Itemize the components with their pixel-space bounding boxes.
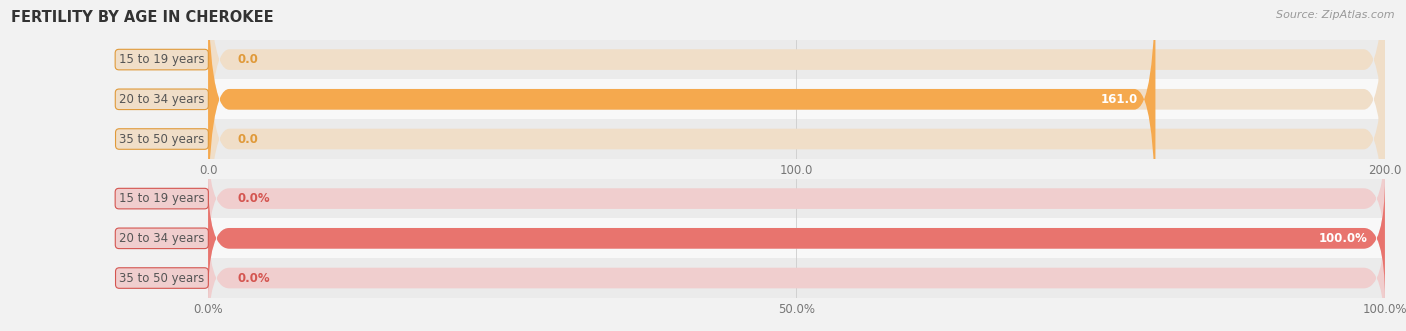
FancyBboxPatch shape [208, 217, 1385, 331]
Text: 15 to 19 years: 15 to 19 years [120, 192, 204, 205]
Bar [208, 79, 1385, 119]
Text: 35 to 50 years: 35 to 50 years [120, 271, 204, 285]
FancyBboxPatch shape [208, 0, 1385, 192]
FancyBboxPatch shape [208, 0, 1385, 232]
Bar [208, 258, 1385, 298]
Text: 161.0: 161.0 [1101, 93, 1137, 106]
FancyBboxPatch shape [208, 137, 1385, 260]
Text: 100.0%: 100.0% [1319, 232, 1367, 245]
Text: 0.0%: 0.0% [238, 192, 270, 205]
Text: 0.0: 0.0 [238, 132, 259, 146]
Text: Source: ZipAtlas.com: Source: ZipAtlas.com [1277, 10, 1395, 20]
FancyBboxPatch shape [208, 177, 1385, 300]
Text: 0.0: 0.0 [238, 53, 259, 66]
Text: 0.0%: 0.0% [238, 271, 270, 285]
Text: 35 to 50 years: 35 to 50 years [120, 132, 204, 146]
FancyBboxPatch shape [208, 6, 1385, 272]
Bar [208, 119, 1385, 159]
Bar [208, 179, 1385, 218]
Bar [208, 218, 1385, 258]
FancyBboxPatch shape [208, 177, 1385, 300]
FancyBboxPatch shape [208, 0, 1156, 232]
Bar [208, 40, 1385, 79]
Text: FERTILITY BY AGE IN CHEROKEE: FERTILITY BY AGE IN CHEROKEE [11, 10, 274, 25]
Text: 15 to 19 years: 15 to 19 years [120, 53, 204, 66]
Text: 20 to 34 years: 20 to 34 years [120, 93, 204, 106]
Text: 20 to 34 years: 20 to 34 years [120, 232, 204, 245]
